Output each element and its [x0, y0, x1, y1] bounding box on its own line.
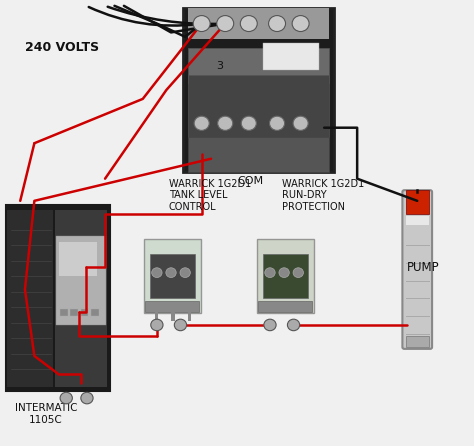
Text: 3: 3	[216, 61, 223, 70]
Bar	[188, 74, 329, 136]
Circle shape	[293, 116, 308, 130]
Text: PUMP: PUMP	[407, 260, 439, 274]
Circle shape	[241, 116, 256, 130]
Bar	[263, 44, 319, 70]
Circle shape	[279, 268, 289, 277]
Bar	[55, 210, 107, 387]
Bar	[58, 241, 97, 276]
Bar	[406, 190, 429, 214]
Bar	[155, 312, 158, 321]
Bar	[56, 236, 106, 325]
Bar	[7, 210, 53, 387]
Bar	[188, 8, 329, 39]
Text: WARRICK 1G2D1
RUN-DRY
PROTECTION: WARRICK 1G2D1 RUN-DRY PROTECTION	[282, 179, 364, 212]
Circle shape	[292, 16, 309, 32]
Circle shape	[193, 16, 210, 32]
Bar	[258, 301, 312, 312]
Bar	[406, 336, 429, 347]
FancyBboxPatch shape	[257, 240, 314, 313]
Circle shape	[152, 268, 162, 277]
Circle shape	[287, 319, 300, 330]
Bar	[244, 141, 273, 168]
FancyBboxPatch shape	[144, 240, 201, 313]
Bar	[145, 301, 199, 312]
FancyBboxPatch shape	[402, 190, 432, 349]
FancyBboxPatch shape	[6, 205, 110, 392]
Bar	[206, 141, 235, 168]
Circle shape	[194, 116, 209, 130]
Circle shape	[166, 268, 176, 277]
Bar	[91, 309, 99, 316]
Bar	[188, 48, 329, 83]
Circle shape	[151, 319, 163, 330]
Bar	[70, 309, 78, 316]
Circle shape	[218, 116, 233, 130]
Circle shape	[265, 268, 275, 277]
Circle shape	[217, 16, 234, 32]
Bar	[188, 136, 329, 172]
Text: WARRICK 1G2D1
TANK LEVEL
CONTROL: WARRICK 1G2D1 TANK LEVEL CONTROL	[169, 179, 251, 212]
Bar	[188, 312, 191, 321]
Bar	[171, 312, 175, 321]
Text: 240 VOLTS: 240 VOLTS	[25, 41, 99, 54]
Bar	[263, 254, 308, 298]
Circle shape	[293, 268, 303, 277]
Circle shape	[269, 16, 285, 32]
Bar	[81, 309, 88, 316]
Bar	[60, 309, 68, 316]
Circle shape	[60, 392, 73, 404]
Text: COM: COM	[237, 176, 263, 186]
Circle shape	[240, 16, 257, 32]
Bar	[406, 216, 429, 225]
Circle shape	[174, 319, 187, 330]
Bar	[150, 254, 195, 298]
Circle shape	[180, 268, 191, 277]
Text: INTERMATIC
1105C: INTERMATIC 1105C	[15, 403, 77, 425]
FancyBboxPatch shape	[183, 8, 334, 172]
Circle shape	[264, 319, 276, 330]
Circle shape	[270, 116, 284, 130]
Circle shape	[81, 392, 93, 404]
